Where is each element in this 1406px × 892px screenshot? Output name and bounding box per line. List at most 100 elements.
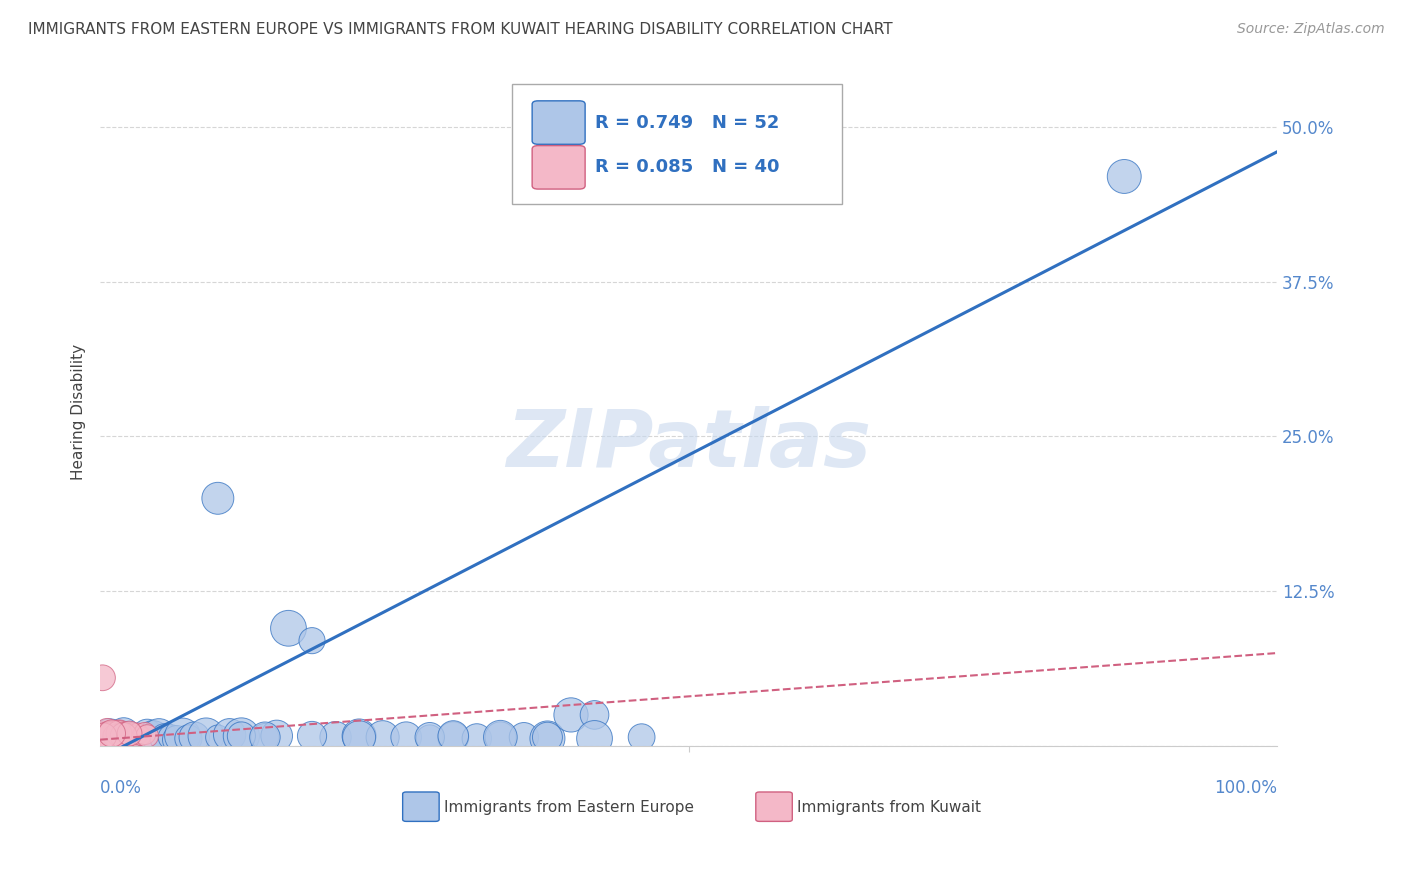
Point [115,726,138,740]
Point [96,724,118,739]
Point [94,726,117,740]
Point [177,731,200,746]
Text: ZIPatlas: ZIPatlas [506,406,872,484]
Point [207,491,229,506]
FancyBboxPatch shape [512,84,842,204]
Point [103,724,125,739]
Y-axis label: Hearing Disability: Hearing Disability [72,343,86,480]
Point [441,729,464,743]
Point [142,730,165,744]
Point [166,732,188,747]
Point [124,729,146,743]
Point [112,726,135,740]
Point [325,730,347,744]
Point [105,726,128,740]
Text: IMMIGRANTS FROM EASTERN EUROPE VS IMMIGRANTS FROM KUWAIT HEARING DISABILITY CORR: IMMIGRANTS FROM EASTERN EUROPE VS IMMIGR… [28,22,893,37]
FancyBboxPatch shape [531,145,585,189]
FancyBboxPatch shape [756,792,793,822]
Point [136,728,159,742]
Point [218,728,240,742]
Point [231,729,253,743]
FancyBboxPatch shape [402,792,439,822]
Point [91,671,114,685]
Point [253,730,276,744]
Point [153,731,176,746]
Point [94,730,117,744]
Point [583,707,606,722]
Point [513,730,536,744]
Point [301,729,323,743]
Point [195,729,218,743]
Text: Immigrants from Eastern Europe: Immigrants from Eastern Europe [444,800,693,815]
Point [536,731,558,746]
Point [101,726,124,740]
Point [93,729,115,743]
Point [110,726,132,740]
Point [112,726,135,740]
Point [489,730,512,744]
Point [98,729,121,743]
Text: 100.0%: 100.0% [1215,780,1277,797]
Point [94,732,117,747]
Point [103,729,125,743]
Point [111,729,134,743]
Point [253,730,276,744]
Point [104,729,127,743]
Point [108,726,131,740]
Point [172,729,194,743]
Point [91,726,114,740]
Text: 0.0%: 0.0% [100,780,142,797]
FancyBboxPatch shape [531,101,585,145]
Point [266,729,288,743]
Point [107,729,129,743]
Point [118,729,141,743]
Point [419,731,441,746]
Point [159,730,181,744]
Point [108,729,131,743]
Point [1114,169,1136,184]
Point [583,731,606,746]
Point [131,729,153,743]
Point [131,731,153,746]
Point [371,730,394,744]
Point [148,729,170,743]
Point [183,730,205,744]
Point [107,730,129,744]
Point [101,729,124,743]
Point [489,730,512,744]
Point [122,726,145,740]
Point [93,729,115,743]
Point [90,729,112,743]
Point [124,729,146,743]
Point [112,732,135,747]
Point [101,726,124,740]
Point [231,729,253,743]
Point [465,731,488,746]
Point [630,730,652,744]
Point [118,726,141,740]
Point [441,730,464,744]
Point [112,729,135,743]
Text: R = 0.749   N = 52: R = 0.749 N = 52 [595,114,779,132]
Point [347,730,370,744]
Point [277,621,299,635]
Point [98,726,121,740]
Point [101,731,124,746]
Point [101,732,124,747]
Point [94,729,117,743]
Point [419,730,441,744]
Text: Immigrants from Kuwait: Immigrants from Kuwait [797,800,981,815]
Point [94,729,117,743]
Text: Source: ZipAtlas.com: Source: ZipAtlas.com [1237,22,1385,37]
Point [97,729,120,743]
Point [100,729,122,743]
Point [395,730,418,744]
Point [207,730,229,744]
Point [560,707,582,722]
Point [114,729,136,743]
Point [134,726,156,740]
Point [118,730,141,744]
Point [136,729,159,743]
Point [127,726,149,740]
Text: R = 0.085   N = 40: R = 0.085 N = 40 [595,158,779,176]
